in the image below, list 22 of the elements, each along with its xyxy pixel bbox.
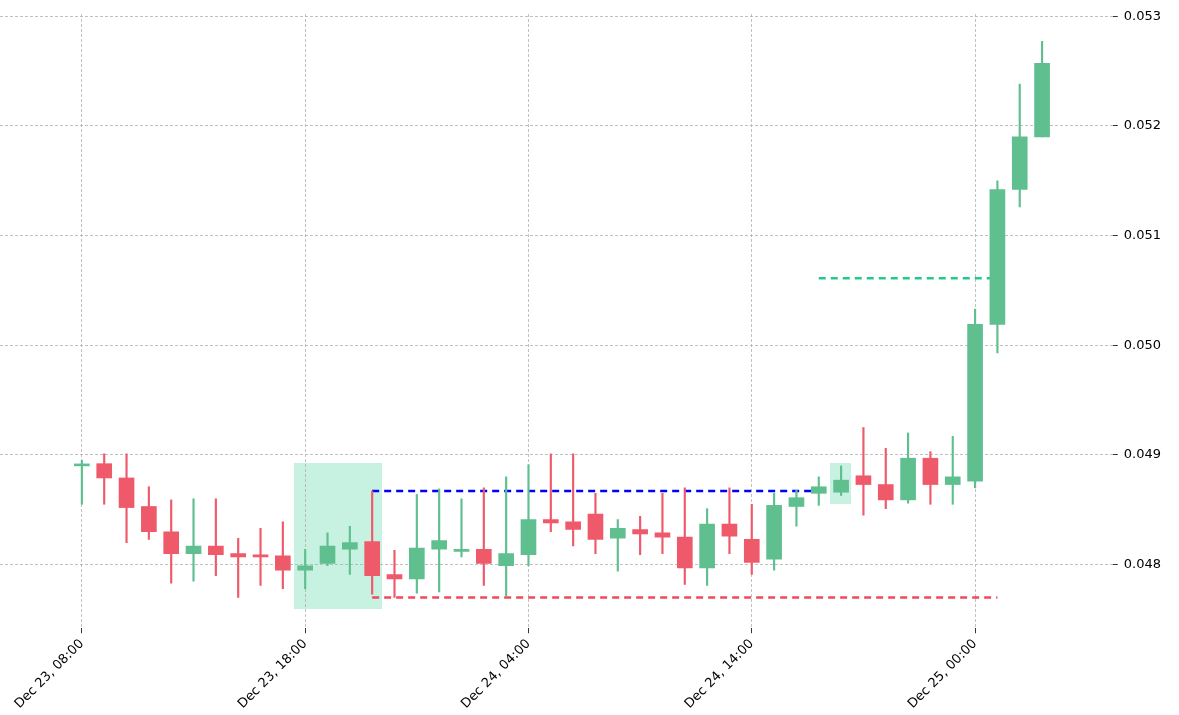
y-tick-label: 0.050 (1123, 336, 1161, 352)
candlestick (654, 492, 671, 554)
candlestick (967, 308, 983, 489)
y-tick-label: 0.049 (1123, 446, 1161, 462)
candlestick (475, 487, 492, 586)
candlestick (810, 476, 827, 506)
candlestick (833, 465, 849, 496)
candlestick (498, 476, 514, 597)
candlestick (141, 486, 157, 540)
candlestick (431, 488, 447, 593)
candlestick (163, 499, 180, 584)
candlestick (743, 503, 760, 575)
candlestick (230, 537, 247, 598)
y-tick-label: 0.053 (1123, 7, 1161, 23)
y-tick-label: 0.052 (1123, 117, 1161, 133)
candlestick (609, 519, 626, 572)
candlestick (96, 453, 113, 505)
candlestick (364, 490, 380, 595)
candlestick (342, 525, 358, 575)
y-tick-label: 0.051 (1123, 226, 1161, 242)
y-tick-label: 0.048 (1123, 555, 1161, 571)
candlestick (542, 453, 559, 533)
